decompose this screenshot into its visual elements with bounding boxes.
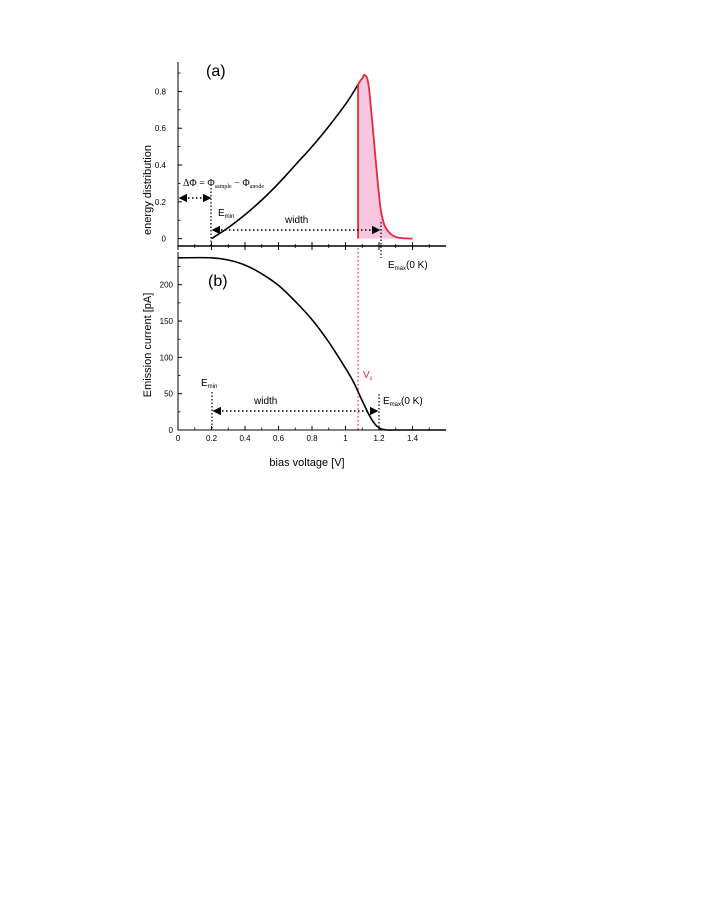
panel-b-x-tick-label: 0.6 bbox=[273, 434, 285, 443]
panel-b-x-tick-label: 0.2 bbox=[206, 434, 218, 443]
panel-a-y-title: energy distribution bbox=[142, 145, 154, 235]
panel-b-emin-label: Emin bbox=[201, 378, 217, 390]
panel-b-label: (b) bbox=[208, 273, 228, 290]
panel-a-width-label: width bbox=[284, 215, 308, 226]
panel-b-x-tick-label: 0.4 bbox=[239, 434, 251, 443]
panel-b: 0 50 100 150 200 0 0.2 0.4 0.6 0.8 1 1.2 1.4 (b) Em… bbox=[142, 248, 446, 469]
panel-a-curve bbox=[211, 84, 359, 240]
panel-b-x-tick-label: 1 bbox=[343, 434, 348, 443]
panel-a-y-tick-label: 0.8 bbox=[155, 87, 167, 96]
panel-b-curve bbox=[177, 256, 446, 431]
panel-a-y-ticks: 0 0.2 0.4 0.6 0.8 bbox=[155, 72, 182, 244]
panel-b-y-title: Emission current [pA] bbox=[142, 293, 154, 398]
panel-b-x-tick-label: 1.2 bbox=[373, 434, 385, 443]
vx-label: Vx bbox=[363, 370, 373, 382]
panel-a-emax-label: Emax(0 K) bbox=[388, 260, 428, 272]
panel-b-y-tick-label: 150 bbox=[160, 317, 174, 326]
panel-a-emin-label: Emin bbox=[218, 208, 234, 220]
panel-b-y-ticks: 0 50 100 150 200 bbox=[160, 266, 182, 435]
panel-a-y-tick-label: 0.4 bbox=[155, 161, 167, 170]
panel-b-x-tick-label: 0 bbox=[176, 434, 181, 443]
panel-a-y-tick-label: 0 bbox=[162, 235, 167, 244]
panel-a-y-tick-label: 0.2 bbox=[155, 198, 167, 207]
panel-a-x-ticks bbox=[177, 242, 430, 250]
panel-b-y-tick-label: 50 bbox=[164, 390, 173, 399]
panel-b-y-tick-label: 200 bbox=[160, 281, 174, 290]
panel-a-highlight-curve bbox=[357, 73, 413, 240]
panel-a-label: (a) bbox=[206, 63, 226, 80]
delta-phi-equation: ΔΦ = Φsample − Φanode bbox=[183, 178, 264, 190]
panel-a-shaded-region bbox=[358, 74, 405, 239]
panel-b-x-tick-label: 0.8 bbox=[306, 434, 318, 443]
panel-a: 0 0.2 0.4 0.6 0.8 (a) energy distribution ΔΦ… bbox=[142, 62, 446, 272]
panel-b-x-ticks: 0 0.2 0.4 0.6 0.8 1 1.2 1.4 bbox=[176, 426, 430, 443]
panel-b-y-tick-label: 0 bbox=[169, 426, 174, 435]
panel-b-y-tick-label: 100 bbox=[160, 353, 174, 362]
panel-b-x-tick-label: 1.4 bbox=[407, 434, 419, 443]
panel-b-emax-label: Emax(0 K) bbox=[383, 396, 423, 408]
panel-b-x-title: bias voltage [V] bbox=[269, 457, 344, 469]
panel-a-y-tick-label: 0.6 bbox=[155, 124, 167, 133]
panel-b-width-label: width bbox=[253, 396, 277, 407]
